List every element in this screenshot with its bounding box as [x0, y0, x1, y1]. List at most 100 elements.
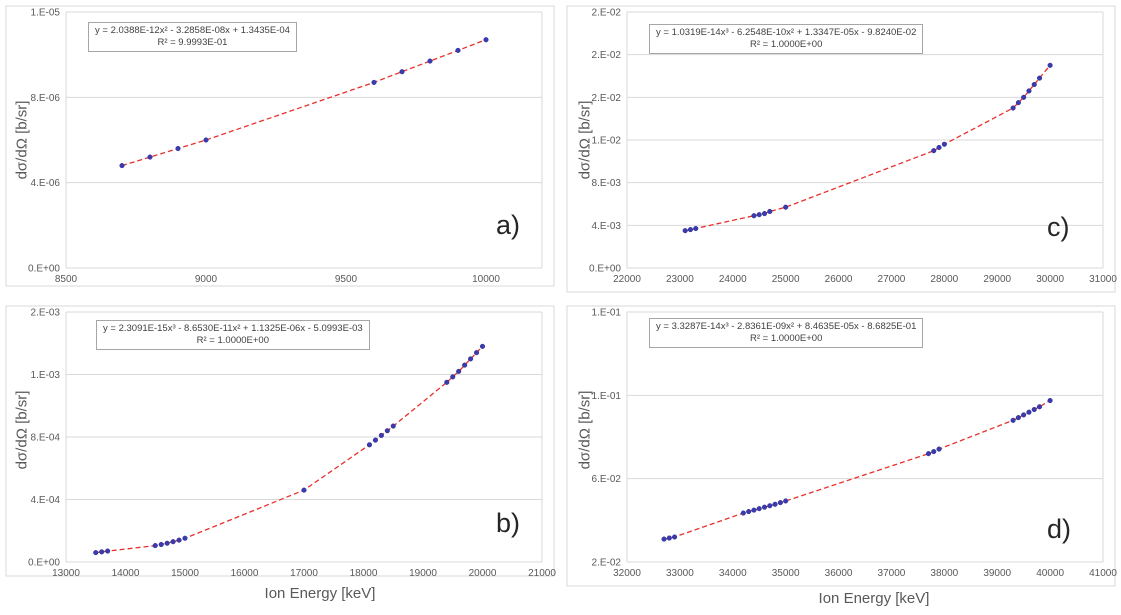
- chart-b-data-point: [366, 442, 373, 448]
- chart-b-data-point: [474, 350, 480, 356]
- chart-c-ytick-label: 1.E-02: [592, 136, 622, 147]
- chart-b: 0.E+00 4.E-04 8.E-04 1.E-03 2.E-03 13000 14000…: [0, 300, 560, 615]
- chart-a-ylabel: dσ/dΩ [b/sr]: [13, 100, 31, 180]
- chart-d-data-point: [740, 510, 746, 516]
- chart-a-panel-label: a): [496, 210, 521, 240]
- chart-c-data-point: [761, 211, 768, 217]
- chart-b-data-point: [462, 362, 468, 368]
- chart-d-xtick-label: 38000: [930, 568, 958, 579]
- chart-d-data-point: [783, 498, 789, 504]
- chart-b-trendline-equation: y = 2.3091E-15x³ - 8.6530E-11x² + 1.1325…: [96, 320, 370, 350]
- chart-a-xtick-label: 9000: [195, 274, 218, 285]
- chart-b-data-point: [384, 428, 390, 434]
- chart-b-data-point: [301, 487, 307, 493]
- chart-d-xtick-label: 41000: [1089, 568, 1117, 579]
- chart-a-frame: [5, 5, 555, 287]
- chart-b-panel-label: b): [496, 508, 521, 538]
- chart-d-data-point: [672, 534, 678, 540]
- chart-b-data-point: [164, 540, 170, 546]
- chart-a-data-point: [175, 145, 181, 152]
- chart-b-data-point: [372, 437, 378, 443]
- chart-c-data-point: [941, 141, 947, 147]
- chart-c-data-point: [756, 212, 762, 218]
- chart-a-trendline-equation: y = 2.0388E-12x² - 3.2858E-08x + 1.3435E…: [88, 22, 297, 52]
- chart-b-xtick-label: 17000: [290, 568, 318, 579]
- chart-d-data-point: [751, 507, 757, 513]
- chart-c-xtick-label: 31000: [1089, 274, 1117, 285]
- chart-d-frame: [566, 305, 1116, 587]
- chart-d-data-point: [772, 501, 778, 507]
- chart-c-xtick-label: 24000: [719, 274, 747, 285]
- chart-d-panel-label: d): [1047, 514, 1072, 544]
- chart-b-data-point: [450, 374, 456, 380]
- chart-a-ytick-label: 4.E-06: [31, 178, 61, 189]
- chart-b-frame: [5, 305, 555, 577]
- chart-a-equation: y = 2.0388E-12x² - 3.2858E-08x + 1.3435E…: [95, 25, 290, 36]
- chart-b-data-point: [479, 343, 486, 349]
- chart-c-data-point: [682, 228, 688, 234]
- chart-a-ytick-label: 0.E+00: [28, 264, 60, 275]
- chart-d-xtick-label: 35000: [772, 568, 800, 579]
- chart-b-xtick-label: 18000: [350, 568, 378, 579]
- chart-d-r2: R² = 1.0000E+00: [750, 333, 823, 344]
- chart-c-ytick-label: 2.E-02: [592, 93, 622, 104]
- chart-d-data-point: [777, 500, 783, 506]
- chart-b-data-point: [176, 537, 182, 543]
- chart-c-xtick-label: 23000: [666, 274, 694, 285]
- chart-d-data-point: [936, 446, 942, 452]
- chart-c-xtick-label: 25000: [772, 274, 800, 285]
- chart-b-data-point: [390, 423, 396, 429]
- chart-c-data-point: [1010, 105, 1016, 111]
- chart-a-xtick-label: 8500: [55, 274, 78, 285]
- chart-d-ytick-label: 1.E-01: [592, 308, 622, 319]
- chart-b-data-point: [378, 432, 384, 438]
- chart-a-xtick-label: 10000: [472, 274, 500, 285]
- chart-d-data-point: [746, 509, 752, 515]
- chart-d-data-point: [1036, 404, 1043, 410]
- chart-d-trendline-equation: y = 3.3287E-14x³ - 2.8361E-09x² + 8.4635…: [649, 318, 924, 348]
- chart-c-xtick-label: 26000: [825, 274, 853, 285]
- chart-a-xtick-label: 9500: [335, 274, 358, 285]
- chart-d-xtick-label: 36000: [825, 568, 853, 579]
- chart-b-trendline: [95, 345, 483, 554]
- chart-c-xtick-label: 29000: [983, 274, 1011, 285]
- chart-d-ytick-label: 2.E-02: [592, 558, 622, 569]
- chart-a-data-point: [203, 137, 209, 143]
- chart-b-xlabel: Ion Energy [keV]: [264, 585, 376, 602]
- chart-c-xtick-label: 22000: [613, 274, 641, 285]
- chart-c-data-point: [1031, 81, 1037, 88]
- chart-b-xtick-label: 15000: [171, 568, 199, 579]
- chart-c: 0.E+00 4.E-03 8.E-03 1.E-02 2.E-02 2.E-02 2.E-…: [561, 0, 1121, 300]
- chart-d-xtick-label: 34000: [719, 568, 747, 579]
- chart-c-panel-label: c): [1047, 212, 1070, 242]
- chart-b-xtick-label: 19000: [409, 568, 437, 579]
- chart-b-r2: R² = 1.0000E+00: [196, 335, 269, 346]
- chart-c-data-point: [1021, 94, 1027, 100]
- chart-c-ytick-label: 2.E-02: [592, 50, 622, 61]
- chart-b-data-point: [93, 550, 99, 556]
- chart-c-data-point: [687, 227, 694, 233]
- chart-b-data-point: [456, 368, 462, 374]
- chart-d-data-point: [1047, 397, 1053, 404]
- chart-b-ytick-label: 4.E-04: [31, 495, 61, 506]
- chart-b-xtick-label: 20000: [469, 568, 497, 579]
- chart-b-xtick-label: 21000: [528, 568, 556, 579]
- chart-c-r2: R² = 1.0000E+00: [750, 39, 823, 50]
- chart-c-data-point: [1047, 62, 1053, 68]
- chart-b-data-point: [105, 548, 111, 554]
- chart-a-data-point: [483, 37, 489, 43]
- chart-b-data-point: [444, 379, 450, 385]
- chart-d-trendline: [663, 399, 1051, 540]
- chart-c-data-point: [1015, 100, 1021, 106]
- chart-b-xtick-label: 16000: [231, 568, 259, 579]
- chart-b-ytick-label: 2.E-03: [31, 308, 61, 319]
- chart-d-data-point: [925, 451, 932, 457]
- chart-d-ylabel: dσ/dΩ [b/sr]: [576, 390, 594, 470]
- chart-d-data-point: [661, 536, 667, 542]
- chart-b-ytick-label: 0.E+00: [28, 558, 60, 569]
- chart-c-trendline-equation: y = 1.0319E-14x³ - 6.2548E-10x² + 1.3347…: [649, 24, 924, 54]
- chart-b-ytick-label: 1.E-03: [31, 370, 61, 381]
- chart-a-data-point: [455, 47, 461, 53]
- chart-b-data-point: [468, 356, 474, 362]
- chart-d-ytick-label: 6.E-02: [592, 474, 622, 485]
